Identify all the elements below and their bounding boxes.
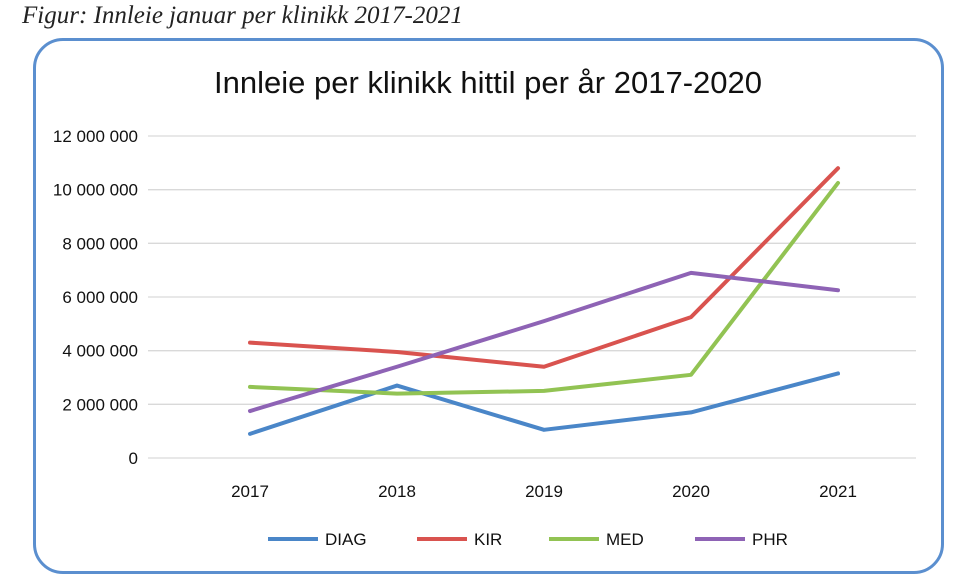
legend-label-med: MED <box>606 530 644 549</box>
x-tick-label: 2020 <box>672 482 710 501</box>
x-tick-label: 2021 <box>819 482 857 501</box>
x-axis-tick-labels: 2017 2018 2019 2020 2021 <box>231 482 857 501</box>
x-tick-label: 2018 <box>378 482 416 501</box>
figure-caption: Figur: Innleie januar per klinikk 2017-2… <box>22 2 463 29</box>
y-tick-label: 8 000 000 <box>62 234 138 253</box>
y-tick-label: 6 000 000 <box>62 288 138 307</box>
legend-label-phr: PHR <box>752 530 788 549</box>
chart-frame: Innleie per klinikk hittil per år 2017-2… <box>33 38 944 574</box>
legend: DIAG KIR MED PHR <box>268 530 788 549</box>
series-lines <box>248 166 840 436</box>
y-tick-label: 12 000 000 <box>53 127 138 146</box>
series-line-kir <box>248 166 840 369</box>
x-tick-label: 2019 <box>525 482 563 501</box>
x-tick-label: 2017 <box>231 482 269 501</box>
y-tick-label: 10 000 000 <box>53 181 138 200</box>
legend-label-kir: KIR <box>474 530 502 549</box>
y-tick-label: 4 000 000 <box>62 342 138 361</box>
chart-title: Innleie per klinikk hittil per år 2017-2… <box>214 65 762 100</box>
series-line-med <box>248 180 840 396</box>
y-axis-tick-labels: 0 2 000 000 4 000 000 6 000 000 8 000 000 10 … <box>53 127 138 468</box>
line-chart: Innleie per klinikk hittil per år 2017-2… <box>53 65 916 549</box>
y-tick-label: 2 000 000 <box>62 395 138 414</box>
gridlines <box>148 135 916 459</box>
legend-label-diag: DIAG <box>325 530 367 549</box>
series-line-diag <box>248 371 840 436</box>
y-tick-label: 0 <box>129 449 138 468</box>
series-line-phr <box>248 270 840 414</box>
